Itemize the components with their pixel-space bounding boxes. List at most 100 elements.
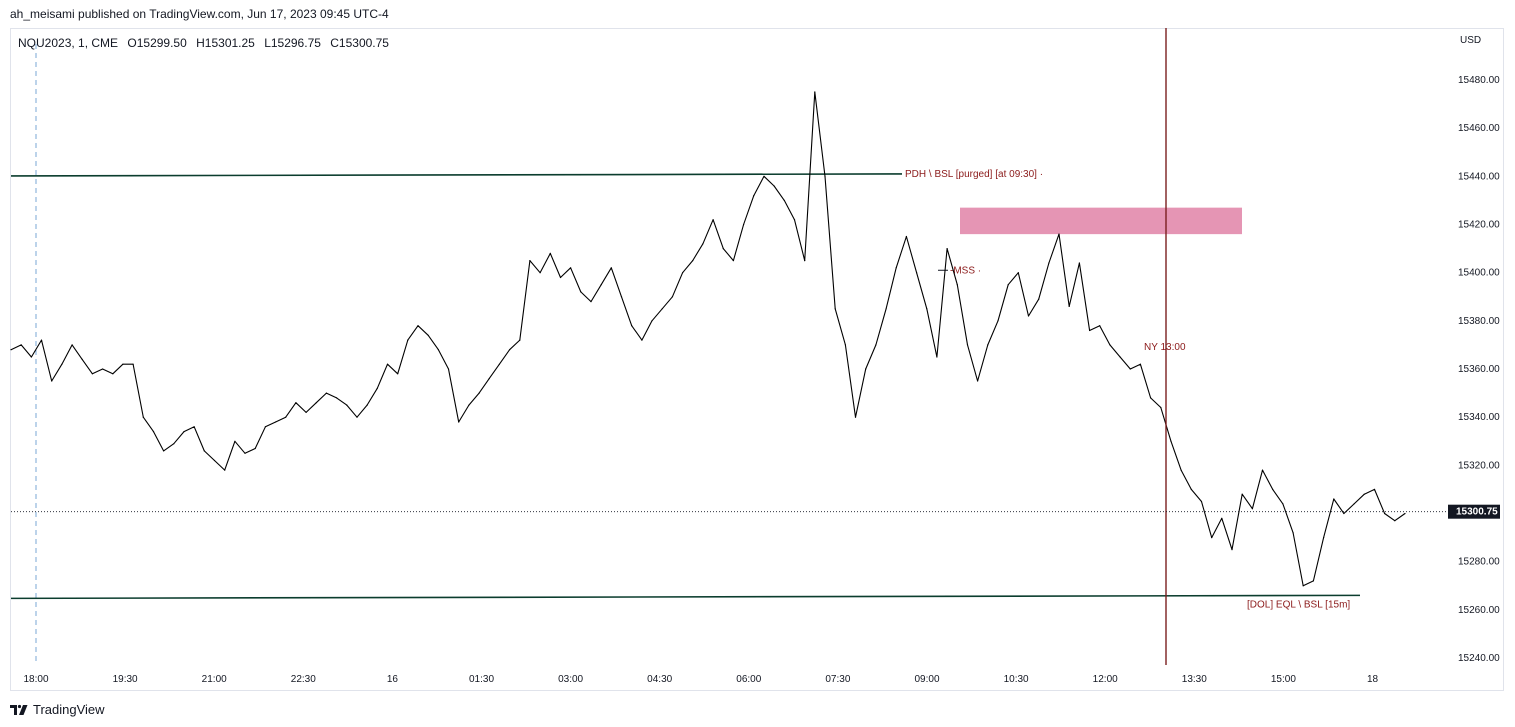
price-point xyxy=(1404,512,1406,515)
footer-brand-label: TradingView xyxy=(33,702,105,717)
price-point xyxy=(692,260,694,262)
footer-brand[interactable]: TradingView xyxy=(10,702,105,717)
price-point xyxy=(407,339,409,341)
price-point xyxy=(1261,469,1264,471)
x-tick-label: 03:00 xyxy=(558,674,583,685)
y-tick-label: 15320.00 xyxy=(1458,460,1500,471)
price-point xyxy=(539,272,541,274)
price-point xyxy=(804,260,806,262)
x-tick-label: 18:00 xyxy=(23,674,48,685)
price-point xyxy=(132,363,134,365)
price-point xyxy=(1211,537,1213,539)
price-point xyxy=(1200,500,1203,503)
price-point xyxy=(580,291,582,293)
price-point xyxy=(1190,488,1192,490)
price-point xyxy=(254,447,256,450)
price-point xyxy=(1323,537,1325,539)
price-point xyxy=(437,349,439,351)
price-point xyxy=(346,404,348,406)
price-point xyxy=(325,392,327,394)
price-point xyxy=(966,344,969,346)
price-point xyxy=(865,368,867,370)
price-point xyxy=(956,284,958,286)
price-point xyxy=(895,267,897,269)
price-point xyxy=(732,260,735,262)
price-point xyxy=(356,416,358,418)
y-tick-label: 15420.00 xyxy=(1458,220,1500,231)
price-point xyxy=(91,373,93,375)
x-tick-label: 19:30 xyxy=(113,674,138,685)
price-point xyxy=(122,363,124,365)
price-point xyxy=(1333,498,1335,500)
price-point xyxy=(1007,284,1009,286)
price-point xyxy=(305,411,307,413)
price-point xyxy=(661,308,663,310)
price-point xyxy=(81,358,83,360)
y-tick-label: 15360.00 xyxy=(1458,364,1500,375)
price-point xyxy=(1241,493,1243,495)
price-point xyxy=(1251,508,1253,510)
price-point xyxy=(417,325,419,327)
price-point xyxy=(559,276,562,279)
price-point xyxy=(20,344,22,346)
price-point xyxy=(1027,315,1030,317)
chart-frame[interactable] xyxy=(10,28,1504,691)
price-point xyxy=(1302,585,1304,587)
price-point xyxy=(814,91,816,93)
price-point xyxy=(51,380,53,382)
price-point xyxy=(1272,488,1274,490)
price-point xyxy=(722,248,724,250)
price-point xyxy=(509,349,511,351)
price-point xyxy=(854,416,857,418)
price-point xyxy=(1038,298,1040,300)
price-point xyxy=(224,469,226,471)
y-tick-label: 15480.00 xyxy=(1458,75,1500,86)
price-point xyxy=(529,260,531,262)
price-point xyxy=(844,344,847,346)
y-tick-label: 15380.00 xyxy=(1458,316,1500,327)
price-point xyxy=(641,339,643,341)
price-point xyxy=(1099,325,1101,327)
x-tick-label: 22:30 xyxy=(291,674,316,685)
price-point xyxy=(936,356,938,358)
price-point xyxy=(397,373,399,375)
price-point xyxy=(702,243,704,245)
y-tick-label: 15440.00 xyxy=(1458,171,1500,182)
price-point xyxy=(112,373,114,375)
price-series-line xyxy=(10,91,1406,587)
price-point xyxy=(498,363,500,365)
price-point xyxy=(600,284,602,286)
price-point xyxy=(1363,493,1365,495)
price-point xyxy=(610,267,612,269)
price-point xyxy=(1394,520,1396,522)
price-point xyxy=(1292,532,1294,534)
publish-caption: ah_meisami published on TradingView.com,… xyxy=(10,7,389,21)
x-tick-label: 18 xyxy=(1367,674,1379,685)
ohlc-low: L15296.75 xyxy=(264,36,321,50)
y-axis-unit: USD xyxy=(1460,35,1481,46)
price-point xyxy=(173,443,175,445)
price-point xyxy=(183,431,185,433)
last-price-label: 15300.75 xyxy=(1456,507,1498,518)
price-point xyxy=(671,296,674,298)
y-tick-label: 15460.00 xyxy=(1458,123,1500,134)
price-point xyxy=(1109,344,1111,346)
price-point xyxy=(1384,512,1386,515)
price-point xyxy=(264,426,266,428)
price-point xyxy=(61,363,63,365)
symbol-info-bar: NQU2023, 1, CME O15299.50 H15301.25 L152… xyxy=(18,36,395,50)
symbol-name[interactable]: NQU2023, 1, CME xyxy=(18,36,119,50)
price-point xyxy=(102,368,104,370)
price-point xyxy=(783,199,785,201)
y-tick-label: 15400.00 xyxy=(1458,268,1500,279)
ohlc-open: O15299.50 xyxy=(127,36,187,50)
price-point xyxy=(1119,356,1121,358)
price-point xyxy=(40,339,43,341)
price-point xyxy=(590,301,592,303)
price-point xyxy=(458,421,460,423)
price-point xyxy=(244,452,246,454)
price-point xyxy=(275,421,277,423)
price-point xyxy=(478,392,480,394)
price-point xyxy=(336,397,338,399)
